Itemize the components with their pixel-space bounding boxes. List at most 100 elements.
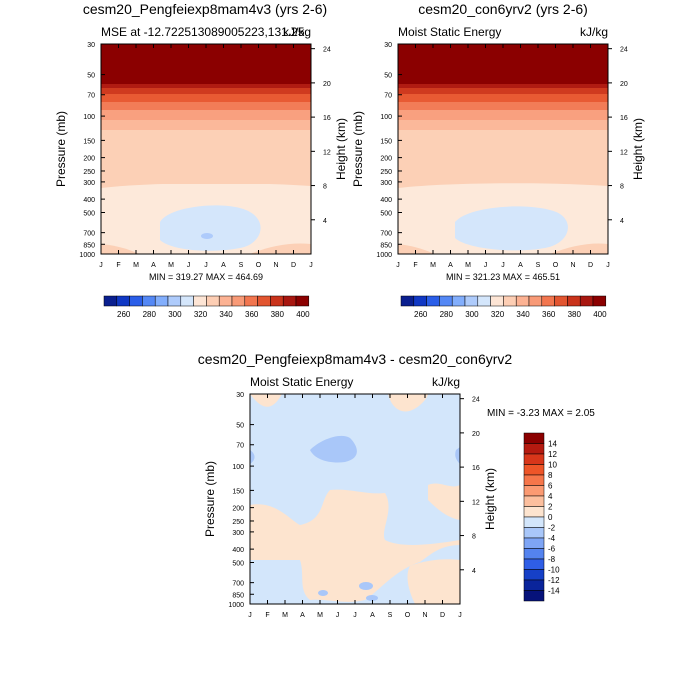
pressure-tick-label: 300 (232, 530, 244, 537)
pressure-tick-label: 300 (83, 180, 95, 187)
month-label: O (405, 612, 411, 619)
month-label: F (413, 262, 417, 269)
contour-field (250, 394, 460, 604)
colorbar-label: 0 (548, 513, 553, 522)
month-label: J (309, 262, 313, 269)
colorbar-swatch (193, 295, 207, 307)
pressure-tick-label: 150 (232, 488, 244, 495)
month-label: J (204, 262, 208, 269)
pressure-tick-label: 300 (380, 180, 392, 187)
height-tick-label: 24 (620, 47, 628, 54)
colorbar-label: 260 (414, 310, 428, 319)
height-tick-label: 4 (620, 218, 624, 225)
colorbar-swatch (554, 295, 568, 307)
colorbar-swatch (523, 548, 545, 560)
colorbar-swatch (295, 295, 310, 307)
pressure-tick-label: 850 (232, 592, 244, 599)
month-label: J (606, 262, 610, 269)
colorbar-swatch (523, 432, 545, 444)
colorbar-label: 300 (465, 310, 479, 319)
colorbar-swatch (206, 295, 220, 307)
colorbar-swatch (142, 295, 156, 307)
pressure-tick-label: 30 (384, 42, 392, 49)
colorbar-swatch (523, 579, 545, 591)
colorbar-label: 2 (548, 503, 553, 512)
colorbar-layer: 260 280 300 320 340 360 380 400 260 280 300 320 340 3… (103, 295, 607, 602)
colorbar-swatch (523, 453, 545, 465)
pressure-tick-label: 250 (232, 519, 244, 526)
colorbar-label: -10 (548, 566, 560, 575)
month-label: M (133, 262, 139, 269)
panel-title: cesm20_con6yrv2 (yrs 2-6) (418, 1, 588, 17)
panel-subtitle-right: kJ/kg (580, 25, 608, 39)
y-axis-title: Pressure (mb) (351, 111, 365, 187)
pressure-tick-label: 30 (236, 392, 244, 399)
month-label: A (221, 262, 226, 269)
axes-panel-1: 30 50 70 100 150 200 250 300 400 500 700 850 1000 24 2… (351, 42, 645, 282)
month-label: F (265, 612, 269, 619)
colorbar-swatch (154, 295, 169, 307)
contour-field (101, 44, 311, 254)
pressure-tick-label: 200 (83, 156, 95, 163)
panel-title: cesm20_Pengfeiexp8mam4v3 (yrs 2-6) (83, 1, 327, 17)
pressure-tick-label: 850 (83, 242, 95, 249)
pressure-tick-label: 500 (83, 210, 95, 217)
colorbar-swatch (282, 295, 297, 307)
colorbar-swatch (231, 295, 246, 307)
month-label: J (458, 612, 462, 619)
colorbar-swatch (413, 295, 427, 307)
axes-panel-2: 30 50 70 100 150 200 250 300 400 500 700 850 1000 24 2… (203, 392, 497, 619)
pressure-tick-label: 500 (232, 560, 244, 567)
colorbar-label: 360 (245, 310, 259, 319)
height-tick-label: 20 (323, 81, 331, 88)
month-label: A (448, 262, 453, 269)
height-tick-label: 16 (620, 115, 628, 122)
colorbar-label: 6 (548, 482, 553, 491)
month-label: J (484, 262, 488, 269)
pressure-tick-label: 400 (83, 197, 95, 204)
month-label: O (553, 262, 559, 269)
colorbar-horizontal-1: 260 280 300 320 340 360 380 400 (400, 295, 607, 319)
month-label: J (396, 262, 400, 269)
month-label: M (465, 262, 471, 269)
minmax-label: MIN = -3.23 MAX = 2.05 (487, 408, 595, 419)
minmax-label: MIN = 319.27 MAX = 464.69 (149, 272, 263, 282)
height-tick-label: 4 (323, 218, 327, 225)
height-tick-label: 24 (323, 47, 331, 54)
contour-field (398, 44, 608, 254)
pressure-tick-label: 30 (87, 42, 95, 49)
colorbar-swatch (523, 537, 545, 549)
pressure-tick-label: 70 (384, 93, 392, 100)
colorbar-swatch (180, 295, 194, 307)
height-tick-label: 16 (472, 465, 480, 472)
colorbar-swatch (244, 295, 258, 307)
pressure-tick-label: 100 (83, 114, 95, 121)
month-label: D (588, 262, 593, 269)
pressure-tick-label: 50 (384, 73, 392, 80)
pressure-tick-label: 200 (232, 506, 244, 513)
month-label: S (388, 612, 393, 619)
pressure-tick-label: 400 (380, 197, 392, 204)
colorbar-swatch (528, 295, 543, 307)
colorbar-swatch (523, 443, 545, 455)
panel-difference: cesm20_Pengfeiexp8mam4v3 - cesm20_con6yr… (198, 351, 595, 605)
panel-subtitle-right: kJ/kg (283, 25, 311, 39)
y2-axis-title: Height (km) (483, 468, 497, 530)
colorbar-swatch (490, 295, 504, 307)
month-label: S (239, 262, 244, 269)
height-tick-label: 8 (472, 534, 476, 541)
colorbar-label: 400 (593, 310, 607, 319)
colorbar-horizontal-0: 260 280 300 320 340 360 380 400 (103, 295, 310, 319)
month-label: A (518, 262, 523, 269)
month-label: M (317, 612, 323, 619)
panel-title: cesm20_Pengfeiexp8mam4v3 - cesm20_con6yr… (198, 351, 513, 367)
colorbar-swatch (426, 295, 440, 307)
month-label: N (422, 612, 427, 619)
colorbar-label: 280 (440, 310, 454, 319)
axes-layer: 3050701001502002503004005007008501000242… (54, 42, 645, 619)
month-label: J (353, 612, 357, 619)
colorbar-label: -14 (548, 587, 560, 596)
axes-panel-0: 30 50 70 100 150 200 250 300 400 500 700 850 1000 24 2… (54, 42, 348, 282)
colorbar-swatch (523, 495, 545, 507)
panel-subtitle-left: MSE at -12.722513089005223,131.25 (101, 25, 305, 39)
